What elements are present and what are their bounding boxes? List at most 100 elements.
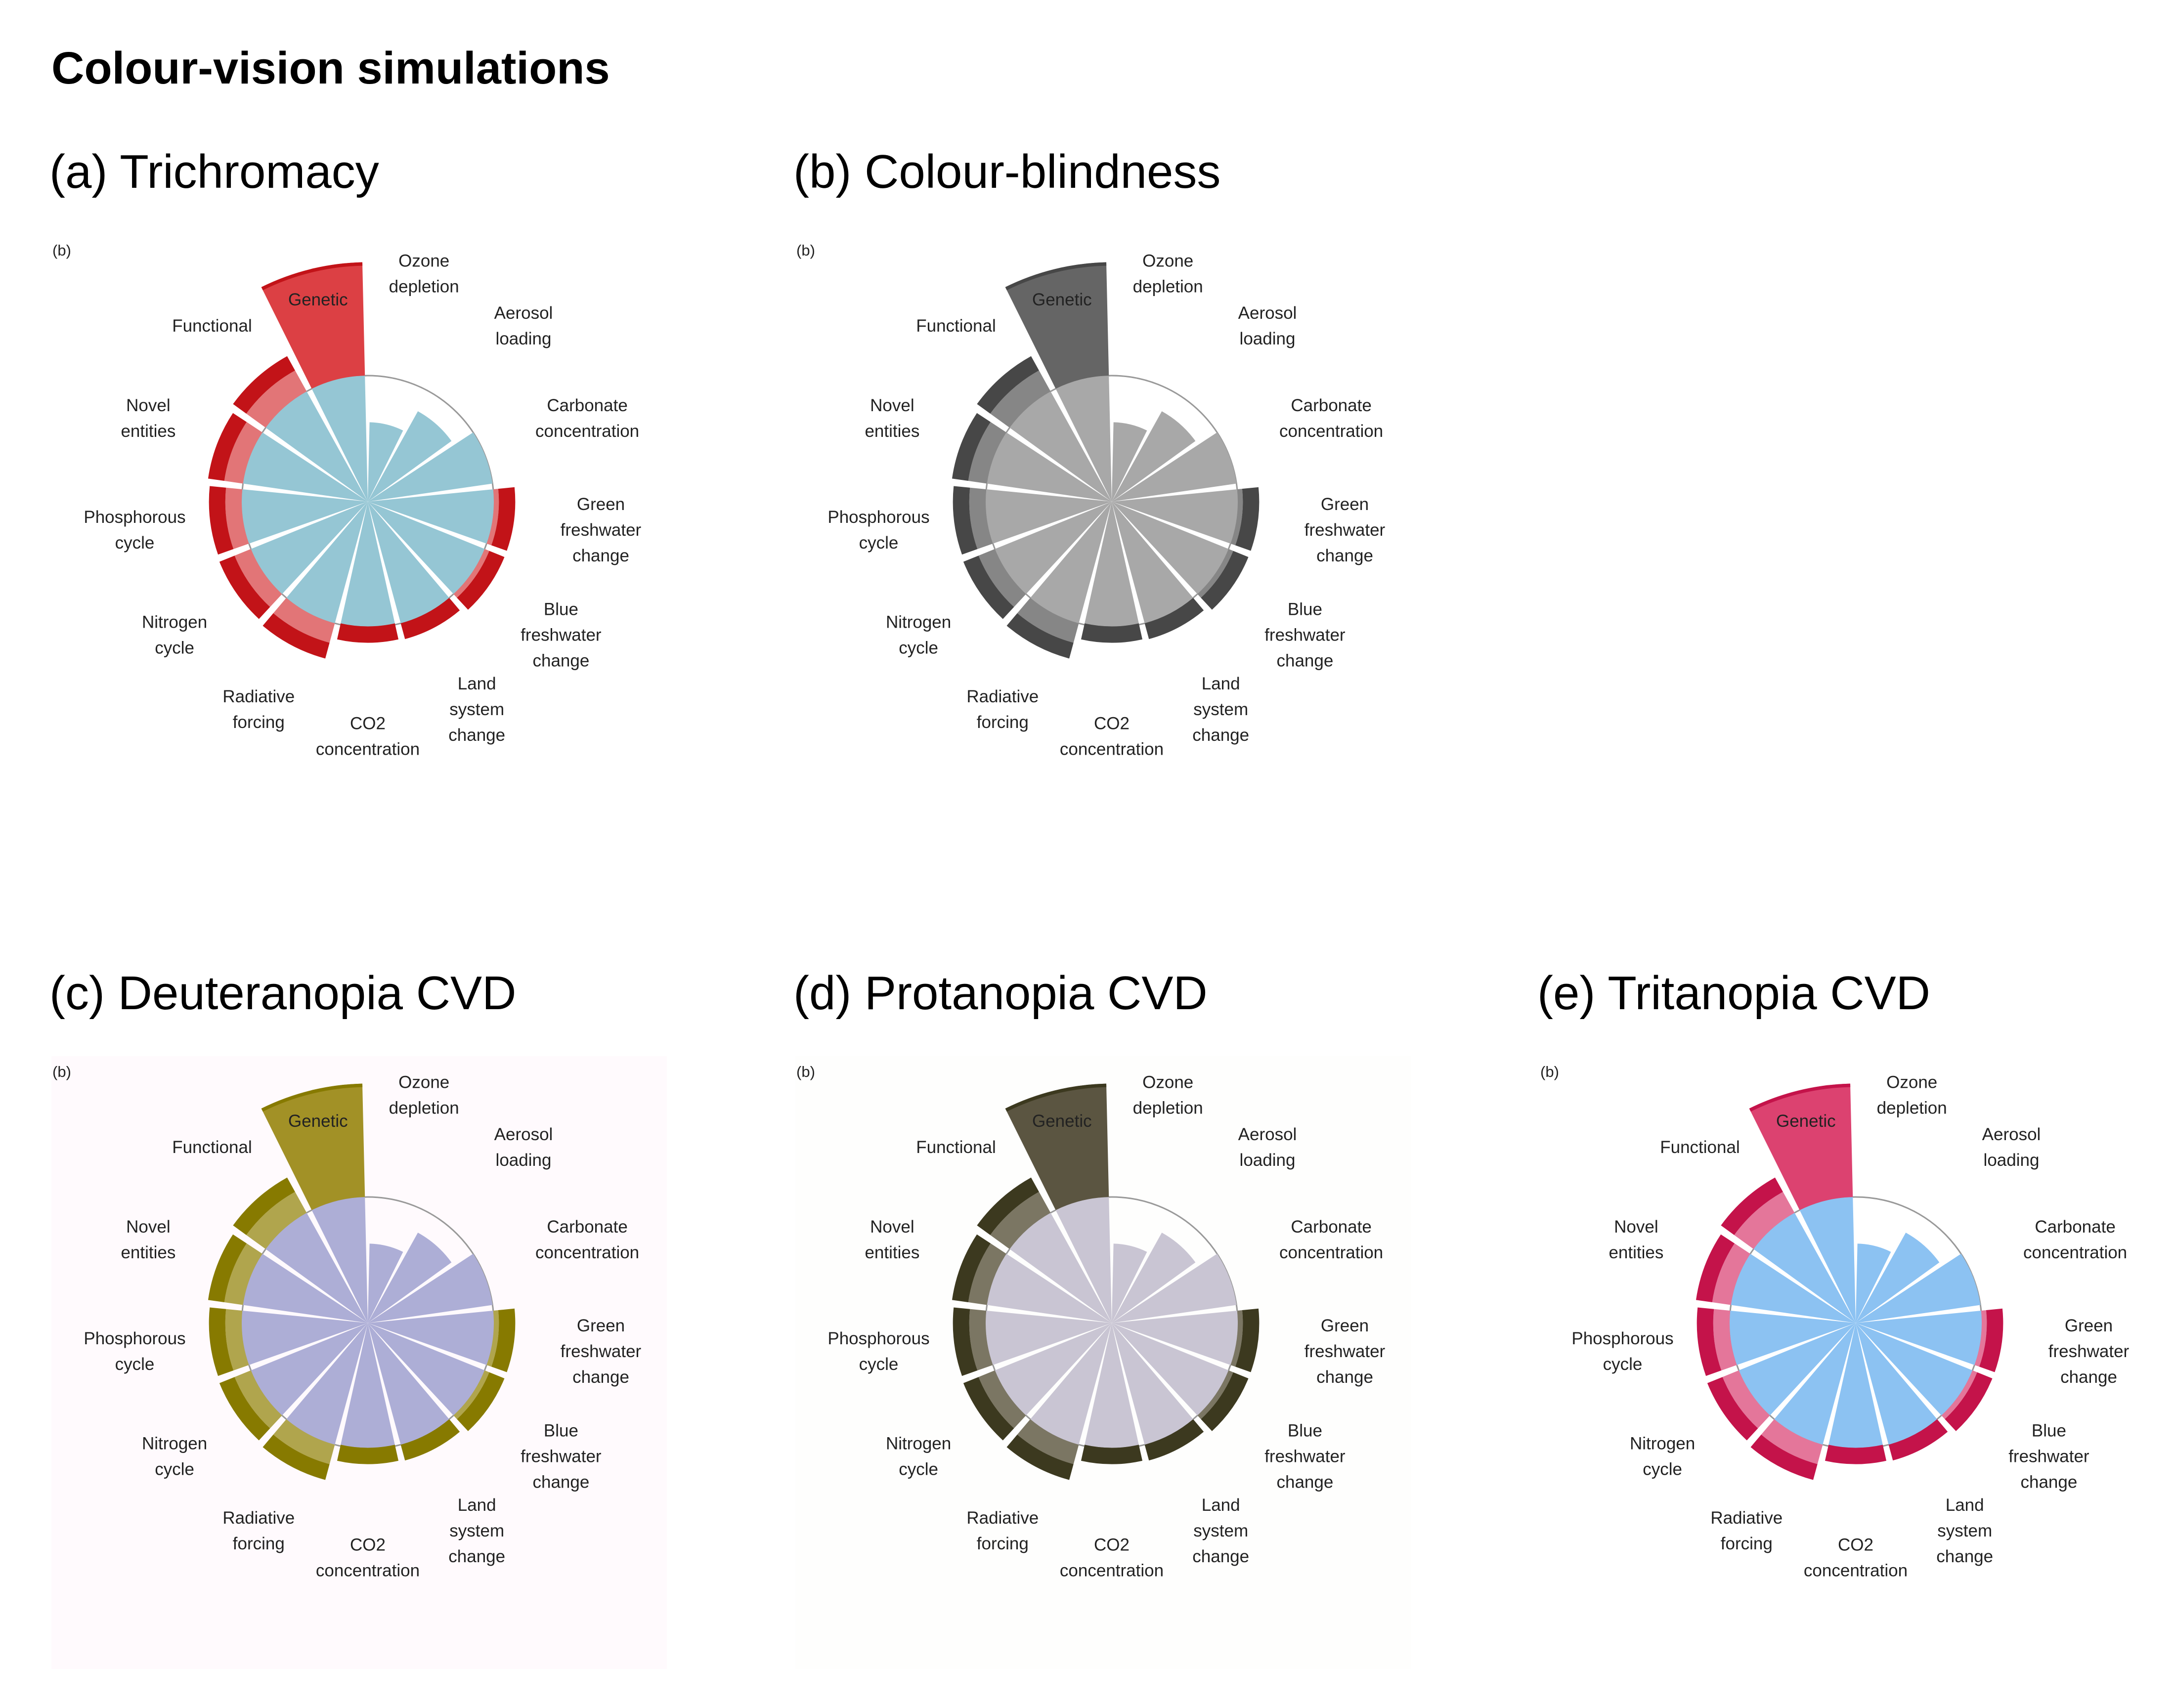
category-label: Functional — [172, 316, 252, 336]
category-label: system — [1193, 700, 1248, 719]
category-label: Green — [577, 1316, 625, 1335]
panel-trichromacy: (a) Trichromacy (b) Ozone depletion Aerosol… — [49, 145, 781, 848]
category-label: forcing — [233, 1534, 285, 1553]
outer-bar-inner-band — [1197, 549, 1233, 598]
category-label: concentration — [1279, 422, 1383, 441]
inner-bar — [286, 502, 368, 624]
inner-bar — [311, 376, 368, 502]
outer-bar-edge — [1005, 262, 1107, 291]
outer-bar-outer-band — [1201, 1372, 1249, 1431]
category-label: Carbonate — [547, 396, 627, 415]
panel-colour-blindness: (b) Colour-blindness (b) Ozone depletion Ae… — [793, 148, 1525, 848]
inner-bar — [1856, 1323, 1973, 1415]
polar-bar-chart: (b) Ozone depletion Aerosol loading Carbonate… — [1540, 1063, 2130, 1580]
inner-bar — [243, 1253, 368, 1323]
outer-bar-outer-band — [1696, 1307, 1722, 1376]
category-label: cycle — [1643, 1459, 1682, 1479]
outer-bar-outer-band — [1235, 487, 1260, 551]
category-label: Ozone — [1142, 251, 1193, 270]
category-label: cycle — [155, 1459, 194, 1479]
outer-bar-outer-band — [219, 1377, 270, 1441]
category-label: entities — [121, 1243, 175, 1262]
category-label: change — [572, 546, 629, 565]
polar-bar-chart: (b) Ozone depletion Aerosol loading Carbonate… — [796, 1063, 1386, 1580]
category-label: freshwater — [1264, 625, 1346, 644]
category-label: change — [1936, 1547, 1993, 1566]
category-label: concentration — [316, 1561, 420, 1580]
category-label: Green — [577, 495, 625, 514]
outer-bar-outer-band — [457, 1372, 505, 1431]
category-label: Carbonate — [2035, 1217, 2115, 1237]
outer-bar-outer-band — [233, 1177, 295, 1235]
category-label: CO2 — [1094, 1536, 1130, 1555]
category-label: Aerosol — [1238, 1125, 1297, 1144]
inner-bar — [1112, 1243, 1147, 1323]
panel-heading: (a) Trichromacy — [49, 145, 379, 198]
category-label: system — [449, 1521, 504, 1540]
polar-bar-chart: (b) Ozone depletion Aerosol loading Carbonate… — [52, 242, 642, 759]
inner-bar — [1055, 376, 1112, 502]
category-label: Aerosol — [1238, 303, 1297, 323]
outer-bar-outer-band — [1235, 1308, 1260, 1372]
inner-bar — [1009, 391, 1112, 502]
category-label: Carbonate — [1291, 396, 1371, 415]
category-label: freshwater — [1305, 1342, 1386, 1361]
category-label: Ozone — [398, 251, 449, 270]
inner-bar — [1009, 1212, 1112, 1323]
inner-bar — [368, 1311, 494, 1365]
category-label: Radiative — [222, 1508, 295, 1528]
outer-bar-inner-band — [246, 370, 307, 428]
outer-bar-outer-band — [963, 1377, 1014, 1441]
category-label: entities — [865, 422, 919, 441]
outer-bar-outer-band — [1825, 1445, 1887, 1464]
polar-bar-chart: (b) Ozone depletion Aerosol loading Carbonate… — [796, 242, 1386, 759]
inner-bar — [1856, 1253, 1981, 1323]
outer-bar-outer-band — [1144, 598, 1204, 640]
inner-bar — [243, 432, 368, 502]
category-label: concentration — [535, 422, 639, 441]
category-label: change — [1276, 651, 1333, 670]
category-label: concentration — [535, 1243, 639, 1262]
category-label: Genetic — [1032, 290, 1092, 309]
category-label: loading — [1984, 1151, 2040, 1170]
category-label: cycle — [115, 533, 155, 553]
inner-bar — [265, 391, 368, 502]
category-label: Green — [1321, 1316, 1369, 1335]
outer-bar-outer-band — [262, 1434, 330, 1480]
subplot-tag: (b) — [796, 1063, 815, 1080]
category-label: cycle — [859, 533, 899, 553]
outer-bar-outer-band — [209, 486, 234, 555]
category-label: change — [2020, 1472, 2077, 1492]
outer-bar-inner-band — [234, 549, 282, 607]
outer-bar — [1005, 262, 1109, 389]
outer-bar-outer-band — [1707, 1377, 1758, 1441]
outer-bar-inner-band — [1017, 598, 1079, 643]
category-label: cycle — [115, 1355, 155, 1374]
outer-bar — [1749, 1083, 1853, 1210]
category-label: Nitrogen — [886, 612, 951, 632]
category-label: Aerosol — [494, 303, 553, 323]
outer-bar-edge — [261, 1083, 363, 1112]
outer-bar-outer-band — [977, 356, 1039, 414]
category-label: change — [532, 651, 589, 670]
category-label: change — [1276, 1472, 1333, 1492]
category-label: Novel — [870, 396, 914, 415]
category-label: CO2 — [1094, 714, 1130, 733]
inner-bar — [1084, 502, 1139, 628]
inner-bar — [1030, 1323, 1112, 1445]
inner-bar — [1112, 1253, 1237, 1323]
outer-bar-outer-band — [1750, 1434, 1818, 1480]
outer-bar-edge — [1005, 1083, 1107, 1112]
inner-bar — [1112, 1323, 1229, 1415]
category-label: Green — [1321, 495, 1369, 514]
category-label: entities — [865, 1243, 919, 1262]
category-label: Carbonate — [1291, 1217, 1371, 1237]
category-label: system — [449, 700, 504, 719]
category-label: freshwater — [1305, 520, 1386, 540]
outer-bar-inner-band — [486, 1310, 499, 1367]
category-label: depletion — [389, 277, 459, 296]
inner-bar — [1112, 502, 1193, 624]
outer-bar-outer-band — [1006, 613, 1074, 659]
inner-bar — [1112, 1311, 1238, 1365]
category-label: Nitrogen — [142, 1434, 207, 1453]
